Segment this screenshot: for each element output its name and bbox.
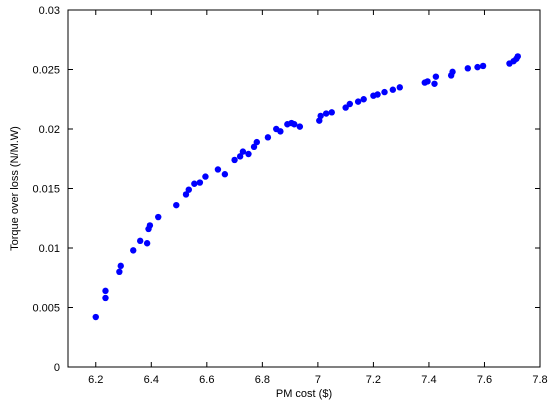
data-point (514, 53, 521, 60)
y-tick-label: 0.005 (32, 303, 60, 315)
data-point (323, 110, 330, 117)
y-axis: 0 0.005 0.01 0.015 0.02 0.025 0.03 (32, 5, 540, 374)
data-point (317, 112, 324, 120)
data-point (424, 78, 431, 85)
data-point (143, 240, 151, 247)
data-point (374, 91, 381, 98)
data-point (239, 148, 247, 155)
data-points (92, 53, 521, 321)
data-point (221, 171, 229, 178)
data-point (474, 63, 481, 71)
data-point (381, 88, 388, 96)
y-tick-label: 0.01 (39, 243, 60, 255)
data-point (264, 134, 272, 141)
x-axis: 6.2 6.4 6.6 6.8 7 7.2 7.4 7.6 7.8 (88, 10, 548, 386)
data-point (236, 153, 244, 160)
data-point (173, 201, 180, 209)
y-tick-label: 0.02 (39, 124, 60, 136)
data-point (191, 180, 198, 187)
data-point (296, 123, 304, 130)
data-point (464, 65, 472, 72)
data-point (182, 191, 190, 198)
x-axis-label: PM cost ($) (276, 388, 332, 400)
y-tick-label: 0.03 (39, 5, 60, 17)
data-point (136, 237, 144, 245)
data-point (102, 287, 109, 295)
data-point (202, 173, 209, 180)
data-point (116, 268, 123, 275)
data-point (328, 109, 335, 116)
x-tick-label: 6.2 (88, 374, 103, 386)
data-point (196, 179, 204, 186)
data-point (346, 100, 354, 108)
data-point (291, 121, 298, 128)
y-tick-label: 0.025 (32, 65, 60, 77)
data-point (117, 262, 124, 270)
data-point (155, 213, 162, 221)
x-tick-label: 7 (315, 374, 321, 386)
data-point (92, 313, 99, 321)
data-point (130, 247, 137, 254)
y-tick-label: 0 (54, 362, 60, 374)
data-point (277, 128, 284, 135)
x-tick-label: 6.6 (199, 374, 214, 386)
data-point (214, 166, 222, 173)
data-point (360, 96, 367, 103)
data-point (396, 84, 403, 91)
x-tick-label: 7.6 (477, 374, 492, 386)
data-point (253, 138, 260, 146)
data-point (479, 62, 487, 70)
data-point (231, 156, 238, 164)
y-tick-label: 0.015 (32, 184, 60, 196)
x-tick-label: 7.4 (421, 374, 436, 386)
data-point (389, 86, 397, 93)
x-tick-label: 6.4 (144, 374, 159, 386)
data-point (245, 150, 252, 158)
data-point (431, 80, 438, 87)
data-point (432, 73, 440, 80)
data-point (449, 68, 456, 76)
x-tick-label: 7.8 (532, 374, 547, 386)
data-point (146, 222, 154, 229)
data-point (250, 143, 258, 151)
y-axis-label: Torque over loss (N/M.W) (9, 126, 21, 251)
x-tick-label: 6.8 (255, 374, 270, 386)
data-point (102, 294, 109, 302)
x-tick-label: 7.2 (366, 374, 381, 386)
data-point (354, 98, 362, 105)
data-point (342, 104, 349, 111)
data-point (185, 186, 192, 193)
